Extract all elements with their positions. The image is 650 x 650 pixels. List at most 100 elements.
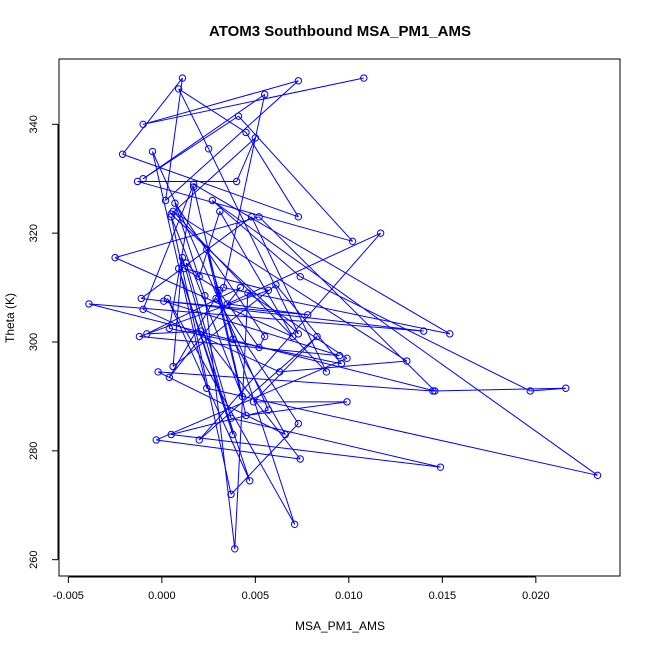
data-point: [163, 294, 172, 303]
data-point: [203, 384, 211, 392]
series-segment: [223, 94, 266, 288]
data-point: [154, 368, 162, 376]
series-segment: [219, 211, 294, 337]
data-point: [169, 362, 177, 371]
y-axis: 260 280 300 320 340: [28, 115, 59, 569]
series-segment: [227, 232, 381, 305]
series-segment: [172, 284, 277, 367]
data-point: [197, 327, 205, 335]
data-point: [281, 430, 289, 439]
data-point: [118, 150, 127, 158]
data-point: [343, 398, 351, 406]
series-segment: [140, 216, 252, 299]
series-segment: [88, 303, 424, 332]
series-segment: [139, 289, 269, 338]
series-segment: [198, 211, 221, 277]
data-point: [236, 283, 245, 292]
data-point: [294, 77, 303, 85]
x-tick-label: 0.000: [148, 590, 176, 602]
series-segment: [217, 290, 296, 525]
data-point: [111, 253, 119, 262]
series-segment: [217, 289, 260, 348]
series-segment: [170, 216, 243, 397]
data-point: [85, 300, 93, 308]
x-tick-label: 0.005: [242, 590, 270, 602]
data-point: [322, 368, 331, 376]
x-axis-label: MSA_PM1_AMS: [295, 619, 385, 633]
x-tick-label: 0.010: [335, 590, 363, 602]
data-point: [167, 213, 175, 221]
series-segment: [198, 336, 318, 441]
series-segment: [158, 371, 434, 392]
series-segment: [122, 77, 183, 155]
data-point: [244, 289, 252, 297]
series-segment: [139, 336, 340, 357]
data-point: [526, 387, 534, 395]
series-segment: [169, 327, 342, 365]
data-point: [234, 112, 243, 120]
data-point: [231, 545, 239, 553]
data-point: [264, 406, 273, 414]
data-point: [261, 332, 269, 341]
series-segment: [247, 292, 348, 359]
series-segment: [178, 88, 247, 133]
data-point: [165, 373, 174, 382]
data-point: [178, 253, 187, 262]
series-segment: [181, 257, 234, 435]
data-point: [246, 477, 254, 485]
data-point: [139, 305, 147, 314]
data-point: [304, 311, 312, 319]
series-segment: [245, 132, 299, 218]
series-segment: [227, 303, 308, 316]
data-point: [251, 134, 260, 142]
data-point: [294, 419, 303, 428]
series-segment: [156, 439, 301, 460]
data-point: [135, 332, 144, 341]
series-segment: [163, 300, 308, 316]
data-point: [238, 392, 246, 401]
series-segment: [234, 292, 249, 549]
series-segment: [178, 268, 234, 435]
series-segment: [206, 249, 247, 416]
series-segment: [142, 308, 280, 373]
series-segment: [215, 298, 299, 424]
series-segment: [122, 153, 299, 218]
data-point: [593, 471, 602, 480]
data-point: [562, 384, 570, 392]
series-segment: [165, 80, 299, 201]
data-point: [446, 330, 454, 338]
data-point: [249, 398, 258, 406]
series-segment: [230, 423, 299, 495]
data-point: [137, 294, 145, 303]
series-segment: [146, 287, 241, 335]
data-point: [178, 74, 187, 82]
y-tick-label: 300: [28, 333, 40, 351]
data-point: [204, 145, 213, 153]
series-segment: [174, 202, 266, 337]
data-point: [247, 213, 256, 221]
data-point: [242, 411, 250, 420]
y-tick-label: 320: [28, 224, 40, 242]
data-point: [232, 177, 241, 186]
series-segment: [165, 77, 183, 201]
data-point: [139, 120, 147, 129]
series-segment: [212, 200, 301, 278]
series-segment: [193, 183, 451, 335]
y-tick-label: 280: [28, 442, 40, 460]
series-segment: [223, 287, 450, 335]
data-point: [208, 196, 217, 205]
series-segment: [212, 200, 598, 476]
series-segment: [143, 80, 299, 125]
series-segment: [168, 186, 195, 329]
data-point: [195, 272, 203, 281]
data-point: [242, 128, 250, 137]
series-layer: [85, 74, 602, 553]
x-axis: -0.005 0.000 0.005 0.010 0.015 0.020: [53, 576, 550, 602]
data-point: [348, 237, 357, 246]
data-point: [216, 286, 224, 294]
data-point: [195, 436, 203, 444]
x-tick-label: 0.020: [522, 590, 550, 602]
data-point: [337, 360, 346, 368]
data-point: [229, 430, 237, 439]
